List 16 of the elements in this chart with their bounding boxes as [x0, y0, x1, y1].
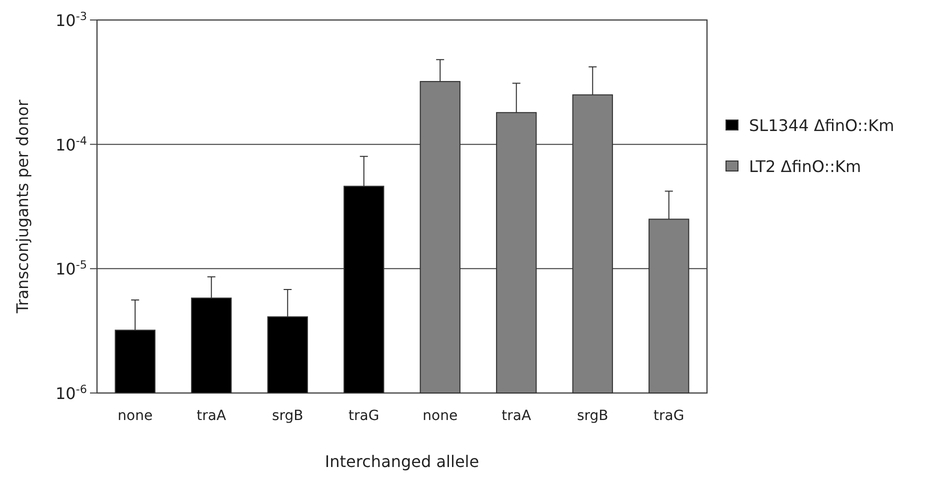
x-tick-label: srgB [576, 408, 608, 424]
x-tick-label: traA [196, 408, 226, 424]
x-axis-title: Interchanged allele [324, 452, 480, 471]
y-tick-label: 10$^{-6}$ [55, 382, 87, 403]
x-tick-label: none [422, 408, 458, 424]
x-tick-label: traG [348, 408, 380, 424]
y-tick-label: 10$^{-3}$ [55, 10, 87, 30]
x-tick-label: traG [654, 408, 684, 424]
x-tick-label: srgB [272, 408, 304, 424]
y-axis-title: Transconjugants per donor [13, 99, 32, 314]
x-tick-label: traA [502, 408, 532, 424]
y-tick-label: 10$^{-4}$ [55, 134, 87, 154]
legend-label: SL1344 ΔfinO::Km [749, 116, 894, 135]
x-tick-label: none [118, 408, 153, 424]
y-tick-label: 10$^{-5}$ [55, 258, 87, 279]
legend-label: LT2 ΔfinO::Km [749, 157, 862, 176]
